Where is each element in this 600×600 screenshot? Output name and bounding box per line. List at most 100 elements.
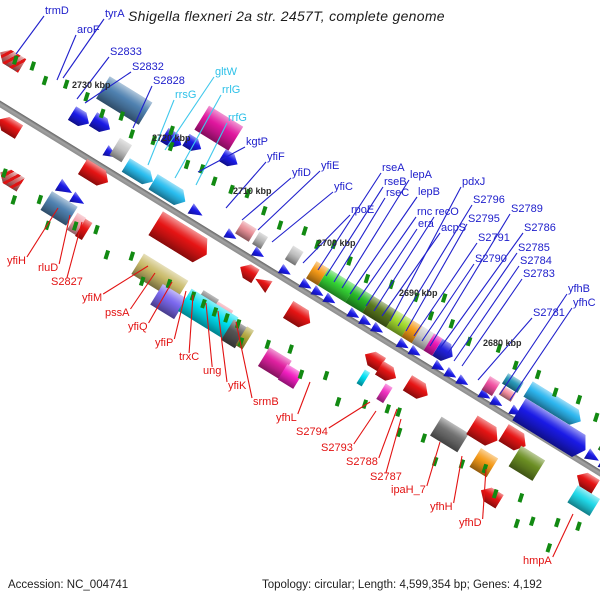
tick-mark — [545, 542, 553, 553]
tick-mark — [513, 518, 521, 528]
gene-label-S2791[interactable]: S2791 — [478, 232, 510, 244]
gene-glyph[interactable] — [219, 149, 242, 170]
gene-label-rseC[interactable]: rseC — [386, 187, 410, 199]
gene-glyph[interactable] — [477, 483, 504, 508]
gene-label-kgtP[interactable]: kgtP — [246, 136, 269, 148]
gene-glyph[interactable] — [376, 383, 393, 404]
gene-label-rluD[interactable]: rluD — [38, 262, 59, 274]
genome-summary-text: Topology: circular; Length: 4,599,354 bp… — [262, 579, 543, 591]
gene-label-recO[interactable]: recO — [435, 206, 459, 218]
gene-glyph[interactable] — [284, 245, 304, 266]
gene-label-yfiF[interactable]: yfiF — [267, 151, 285, 163]
gene-label-S2789[interactable]: S2789 — [511, 203, 543, 215]
gene-label-gltW[interactable]: gltW — [215, 66, 237, 78]
gene-label-S2781[interactable]: S2781 — [533, 307, 565, 319]
gene-label-tyrA[interactable]: tyrA — [105, 8, 125, 20]
gene-glyph[interactable] — [466, 415, 503, 449]
gene-label-S2785[interactable]: S2785 — [518, 242, 550, 254]
gene-label-S2790[interactable]: S2790 — [475, 253, 507, 265]
gene-label-yfiQ[interactable]: yfiQ — [128, 321, 148, 333]
gene-label-S2786[interactable]: S2786 — [524, 222, 556, 234]
gene-label-trmD[interactable]: trmD — [45, 5, 69, 17]
gene-label-S2832[interactable]: S2832 — [132, 61, 164, 73]
leader-line — [353, 410, 377, 445]
tick-mark — [41, 75, 49, 86]
gene-label-hmpA[interactable]: hmpA — [523, 555, 552, 567]
gene-label-ipaH_7[interactable]: ipaH_7 — [391, 484, 426, 496]
gene-label-S2783[interactable]: S2783 — [523, 268, 555, 280]
gene-glyph[interactable] — [235, 220, 257, 242]
gene-label-srmB[interactable]: srmB — [253, 396, 279, 408]
gene-label-S2784[interactable]: S2784 — [520, 255, 552, 267]
leader-line — [297, 381, 311, 415]
tick-mark — [323, 370, 330, 381]
gene-glyph[interactable] — [356, 369, 371, 387]
gene-label-rrsG[interactable]: rrsG — [175, 89, 197, 101]
gene-label-rnc[interactable]: rnc — [417, 206, 433, 218]
gene-label-yfiD[interactable]: yfiD — [292, 167, 311, 179]
tick-mark — [512, 360, 520, 370]
gene-glyph[interactable] — [252, 231, 268, 250]
gene-label-rrlG[interactable]: rrlG — [222, 84, 241, 96]
gene-label-S2788[interactable]: S2788 — [346, 456, 378, 468]
gene-label-S2787[interactable]: S2787 — [370, 471, 402, 483]
tick-mark — [346, 255, 354, 266]
tick-mark — [554, 517, 561, 528]
gene-label-S2833[interactable]: S2833 — [110, 46, 142, 58]
tick-mark — [427, 310, 435, 321]
page-title: Shigella flexneri 2a str. 2457T, complet… — [128, 8, 445, 24]
gene-label-yfhC[interactable]: yfhC — [573, 297, 596, 309]
gene-glyph[interactable] — [68, 106, 93, 130]
leader-line — [325, 186, 384, 277]
gene-label-trxC[interactable]: trxC — [179, 351, 200, 363]
gene-label-yfiP[interactable]: yfiP — [155, 337, 174, 349]
gene-glyph[interactable] — [403, 375, 433, 403]
gene-label-S2828[interactable]: S2828 — [153, 75, 185, 87]
tick-mark — [128, 128, 136, 139]
gene-label-lepB[interactable]: lepB — [418, 186, 441, 198]
gene-label-S2827[interactable]: S2827 — [51, 276, 83, 288]
tick-mark — [10, 194, 18, 205]
gene-label-era[interactable]: era — [418, 218, 434, 230]
scale-label: 2710 kbp — [233, 186, 272, 196]
gene-label-S2796[interactable]: S2796 — [473, 194, 505, 206]
gene-label-aroF[interactable]: aroF — [77, 24, 100, 36]
tick-mark — [297, 368, 305, 379]
gene-label-yfiC[interactable]: yfiC — [334, 181, 353, 193]
gene-label-S2795[interactable]: S2795 — [468, 213, 500, 225]
gene-label-S2794[interactable]: S2794 — [296, 426, 328, 438]
tick-mark — [535, 369, 542, 379]
gene-label-rrfG[interactable]: rrfG — [228, 112, 247, 124]
gene-label-yfhB[interactable]: yfhB — [568, 283, 591, 295]
gene-glyph[interactable] — [508, 445, 546, 481]
gene-label-yfiM[interactable]: yfiM — [82, 292, 103, 304]
tick-mark — [83, 91, 91, 102]
gene-label-pssA[interactable]: pssA — [105, 307, 130, 319]
gene-glyph[interactable] — [567, 485, 600, 516]
gene-label-yfhL[interactable]: yfhL — [276, 412, 297, 424]
tick-mark — [593, 412, 600, 422]
leader-line — [381, 232, 441, 317]
leader-line — [378, 408, 398, 459]
scale-label: 2730 kbp — [72, 80, 111, 90]
gene-label-ung[interactable]: ung — [203, 365, 222, 377]
gene-label-rseA[interactable]: rseA — [382, 162, 405, 174]
gene-label-S2793[interactable]: S2793 — [321, 442, 353, 454]
gene-label-yfiH[interactable]: yfiH — [7, 255, 26, 267]
gene-label-lepA[interactable]: lepA — [410, 169, 433, 181]
gene-glyph[interactable] — [109, 137, 132, 163]
gene-label-acpS[interactable]: acpS — [441, 222, 467, 234]
gene-label-yfhD[interactable]: yfhD — [459, 517, 482, 529]
gene-label-yfiK[interactable]: yfiK — [228, 380, 247, 392]
gene-glyph[interactable] — [283, 301, 316, 332]
gene-label-pdxJ[interactable]: pdxJ — [462, 176, 486, 188]
scale-label: 2680 kbp — [483, 338, 522, 348]
tick-mark — [396, 427, 403, 437]
gene-label-rpoE[interactable]: rpoE — [351, 204, 375, 216]
gene-label-yfiE[interactable]: yfiE — [321, 160, 340, 172]
gene-glyph[interactable] — [430, 416, 469, 453]
scale-label: 2700 kbp — [317, 238, 356, 248]
gene-label-yfhH[interactable]: yfhH — [430, 501, 453, 513]
tick-mark — [335, 396, 342, 407]
